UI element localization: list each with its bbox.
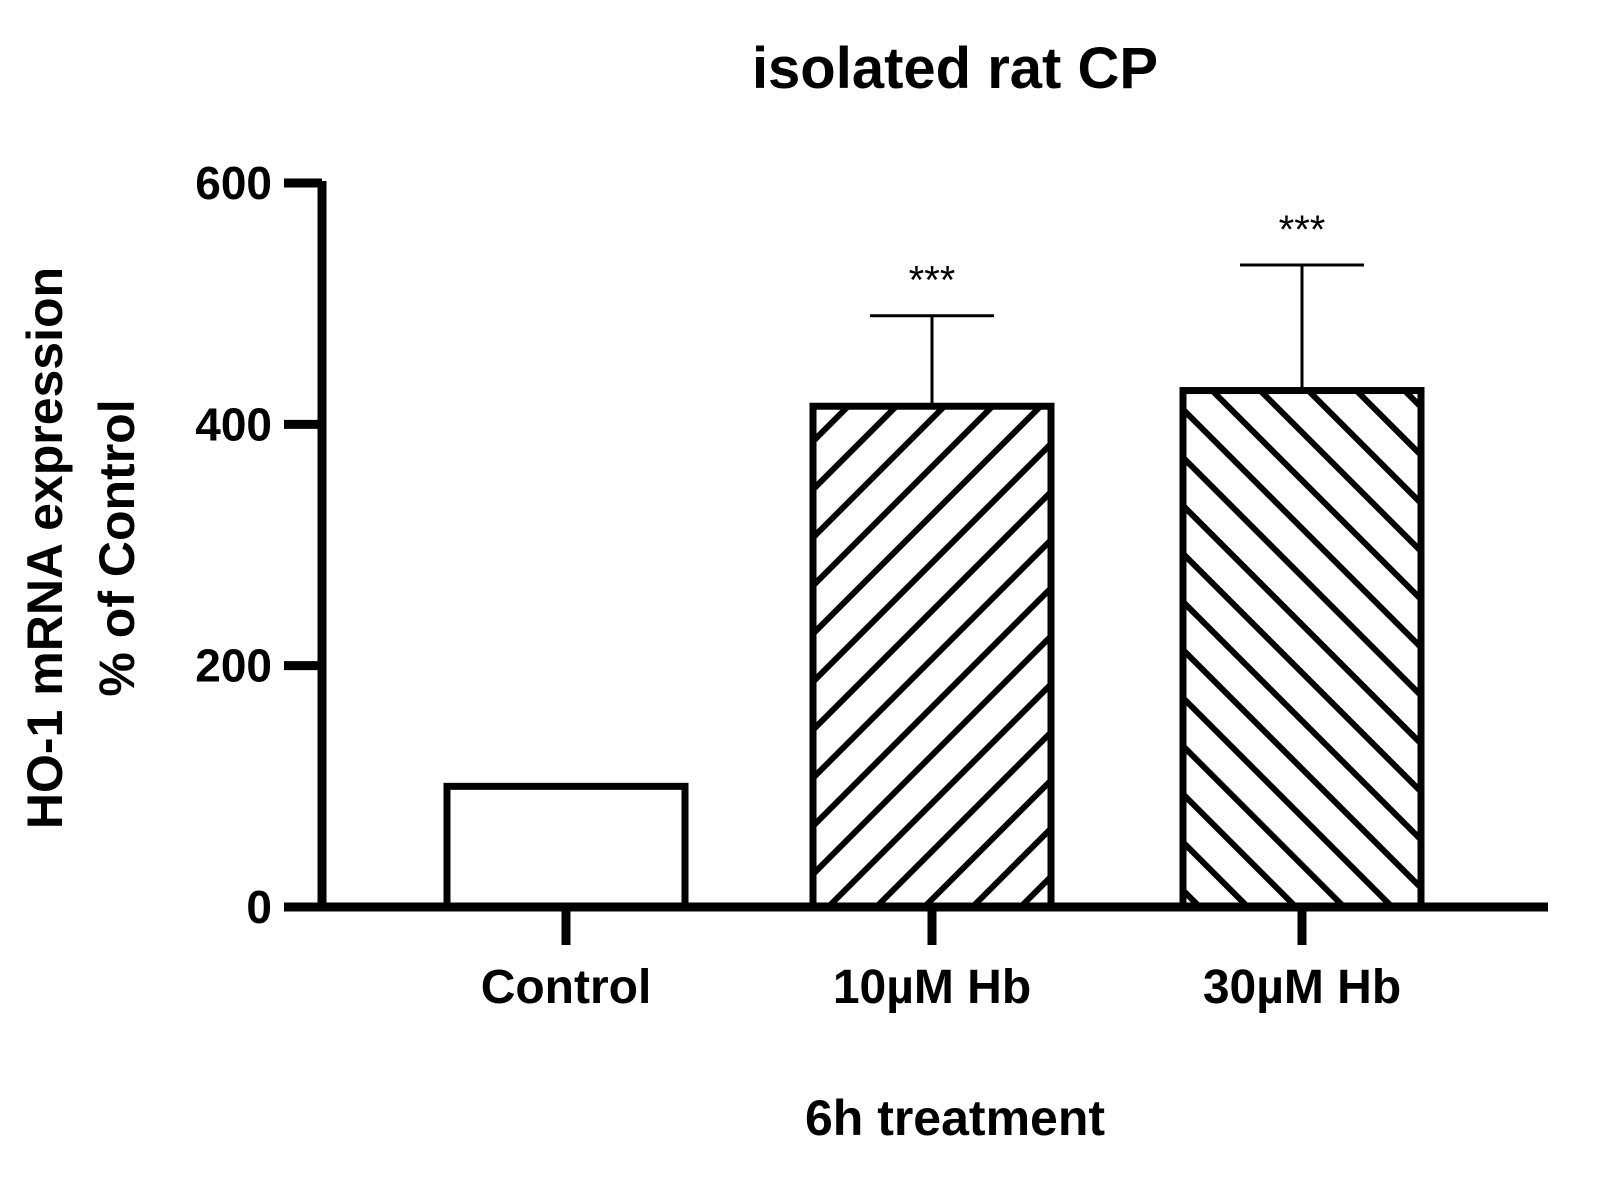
bar-0 [443,782,689,911]
y-tick-label-1: 200 [195,640,272,692]
significance-label-1: *** [909,259,956,303]
chart-title: isolated rat CP [752,36,1158,101]
y-axis-label-line-1: HO-1 mRNA expression [17,267,73,829]
bar-1 [809,402,1055,911]
x-axis-title: 6h treatment [805,1090,1105,1146]
y-axis-label-line-2: % of Control [89,399,145,696]
y-tick-label-3: 600 [195,157,272,209]
y-axis-title: HO-1 mRNA expression % of Control [17,267,145,829]
plot-area: Control *** 10µM Hb *** 30µM Hb 0 200 400 600 [195,157,1548,1014]
significance-label-2: *** [1279,208,1326,252]
x-tick-label-1: 10µM Hb [833,961,1031,1014]
y-tick-label-0: 0 [246,881,272,933]
y-tick-label-2: 400 [195,398,272,450]
bar-2 [1179,387,1425,911]
x-tick-label-2: 30µM Hb [1203,961,1401,1014]
x-tick-label-0: Control [481,961,652,1014]
